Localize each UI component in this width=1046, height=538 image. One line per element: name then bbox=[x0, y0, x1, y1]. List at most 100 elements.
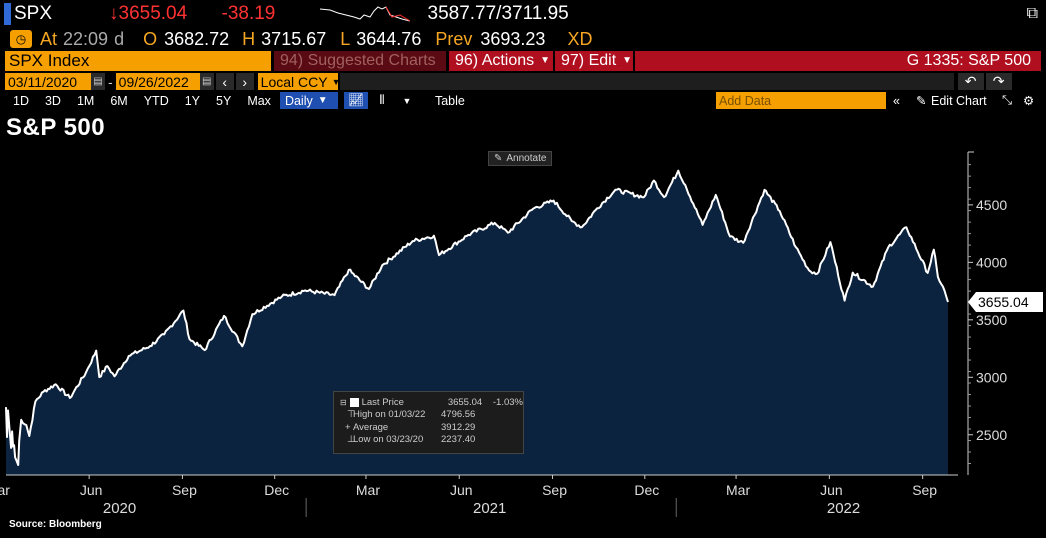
high-marker-icon: ⊤ bbox=[347, 409, 356, 421]
open-value: 3682.72 bbox=[164, 28, 230, 49]
legend-row-last: ⊟ Last Price 3655.04 -1.03% bbox=[340, 396, 523, 409]
caret-down-icon: ▼ bbox=[622, 55, 633, 66]
average-marker-icon: + bbox=[345, 421, 351, 433]
clock-icon: ◷ bbox=[10, 30, 32, 48]
last-value-tag bbox=[968, 292, 1043, 313]
y-tick-label: 4500 bbox=[976, 197, 1007, 213]
x-tick-label: Jun bbox=[820, 482, 843, 498]
start-date-field[interactable]: 03/11/2020 bbox=[5, 73, 91, 90]
ticker-symbol[interactable]: SPX bbox=[14, 3, 53, 24]
popout-icon[interactable]: ⧉ bbox=[1026, 5, 1038, 22]
actions-menu[interactable]: 96) Actions ▼ bbox=[449, 50, 553, 71]
y-tick-label: 2500 bbox=[976, 427, 1007, 443]
net-change: -38.19 bbox=[221, 3, 276, 24]
annotate-label: Annotate bbox=[506, 153, 547, 164]
last-value-label: 3655.04 bbox=[978, 294, 1029, 310]
edit-menu[interactable]: 97) Edit ▼ bbox=[555, 50, 633, 71]
period-1y[interactable]: 1Y bbox=[184, 93, 201, 108]
source-note: Source: Bloomberg bbox=[9, 519, 102, 530]
y-tick-label: 3000 bbox=[976, 369, 1007, 385]
annotate-button[interactable]: ✎ Annotate bbox=[488, 151, 553, 166]
day-range: 3587.77/3711.95 bbox=[427, 3, 569, 24]
low-value: 3644.76 bbox=[356, 28, 422, 49]
x-tick-label: Sep bbox=[542, 482, 567, 498]
legend-row-low: ⊥ Low on 03/23/20 2237.40 bbox=[340, 434, 523, 447]
chart-legend[interactable]: ⊟ Last Price 3655.04 -1.03% ⊤ High on 01… bbox=[333, 391, 524, 454]
quote-time: 22:09 bbox=[63, 28, 109, 49]
last-price: 3655.04 bbox=[118, 3, 188, 24]
period-max[interactable]: Max bbox=[247, 93, 271, 108]
x-year-label: 2020 bbox=[103, 500, 136, 517]
toolbar-filler bbox=[339, 73, 954, 90]
time-flag: d bbox=[114, 28, 125, 49]
legend-label: High on 01/03/22 bbox=[353, 409, 426, 421]
period-ytd[interactable]: YTD bbox=[143, 93, 169, 108]
edit-chart-button[interactable]: Edit Chart bbox=[931, 93, 987, 108]
x-tick-label: Dec bbox=[634, 482, 659, 498]
legend-label: Low on 03/23/20 bbox=[353, 434, 424, 446]
down-arrow-icon: ↓ bbox=[109, 3, 119, 24]
table-button[interactable]: Table bbox=[434, 93, 465, 108]
x-tick-label: Mar bbox=[0, 482, 10, 498]
legend-label: Average bbox=[353, 421, 389, 433]
collapse-icon[interactable]: « bbox=[893, 93, 900, 108]
pencil-icon: ✎ bbox=[494, 153, 503, 164]
suggested-charts-button[interactable]: 94) Suggested Charts bbox=[274, 50, 446, 71]
legend-row-average: + Average 3912.29 bbox=[340, 421, 523, 434]
currency-select[interactable]: Local CCY ▼ bbox=[257, 73, 341, 90]
chart-title: S&P 500 bbox=[6, 114, 106, 141]
frequency-value: Daily bbox=[284, 93, 313, 108]
x-tick-label: Sep bbox=[912, 482, 937, 498]
x-tick-label: Mar bbox=[726, 482, 750, 498]
x-tick-label: Jun bbox=[80, 482, 103, 498]
legend-label: Last Price bbox=[361, 396, 404, 408]
next-period-icon[interactable]: › bbox=[235, 73, 254, 90]
frequency-select[interactable]: Daily ▼ bbox=[279, 92, 338, 109]
function-code-bar: G 1335: S&P 500 bbox=[635, 50, 1041, 71]
x-tick-label: Mar bbox=[356, 482, 380, 498]
x-tick-label: Jun bbox=[450, 482, 473, 498]
line-chart-icon[interactable]: 📈︎ bbox=[343, 92, 368, 109]
calendar-icon[interactable]: ▤ bbox=[91, 73, 105, 90]
period-6m[interactable]: 6M bbox=[110, 93, 128, 108]
period-1m[interactable]: 1M bbox=[76, 93, 95, 108]
redo-icon[interactable]: ↷ bbox=[985, 73, 1012, 90]
prev-period-icon[interactable]: ‹ bbox=[215, 73, 234, 90]
gear-icon[interactable]: ⚙ bbox=[1023, 94, 1035, 108]
y-tick-label: 4000 bbox=[976, 254, 1007, 270]
high-label: H bbox=[242, 28, 256, 49]
at-label: At bbox=[40, 28, 58, 49]
period-1d[interactable]: 1D bbox=[13, 93, 29, 108]
resize-icon[interactable]: ⤡ bbox=[1002, 93, 1013, 107]
legend-value: 4796.56 bbox=[441, 409, 476, 421]
security-field[interactable]: SPX Index bbox=[5, 50, 271, 71]
period-5y[interactable]: 5Y bbox=[216, 93, 232, 108]
bar-chart-icon[interactable]: ⫴ bbox=[379, 93, 385, 107]
period-bar: 1D 3D 1M 6M YTD 1Y 5Y Max Daily ▼ 📈︎ ⫴ ▼… bbox=[0, 91, 1046, 110]
xd-flag: XD bbox=[567, 28, 593, 49]
date-separator: - bbox=[108, 73, 113, 90]
low-marker-icon: ⊥ bbox=[347, 434, 356, 446]
function-code: G 1335: S&P 500 bbox=[906, 51, 1031, 69]
end-date-field[interactable]: 09/26/2022 bbox=[115, 73, 200, 90]
legend-value: 3655.04 bbox=[447, 396, 483, 408]
quote-bar: ◷ At 22:09 d O 3682.72 H 3715.67 L 3644.… bbox=[0, 28, 1046, 50]
currency-value: Local CCY bbox=[260, 73, 328, 90]
period-3d[interactable]: 3D bbox=[44, 93, 61, 108]
legend-collapse-icon[interactable]: ⊟ bbox=[340, 397, 347, 407]
ticker-header: SPX ↓ 3655.04 -38.19 3587.77/3711.95 ⧉ bbox=[0, 0, 1046, 28]
chart-type-caret-icon[interactable]: ▼ bbox=[402, 95, 412, 106]
legend-value: 3912.29 bbox=[441, 421, 476, 433]
caret-down-icon: ▼ bbox=[331, 76, 341, 87]
pencil-icon[interactable]: ✎ bbox=[916, 94, 927, 108]
calendar-icon[interactable]: ▤ bbox=[199, 73, 214, 90]
prev-value: 3693.23 bbox=[480, 28, 546, 49]
undo-icon[interactable]: ↶ bbox=[957, 73, 984, 90]
x-tick-label: Sep bbox=[172, 482, 197, 498]
sparkline-icon bbox=[319, 6, 410, 22]
open-label: O bbox=[143, 28, 158, 49]
high-value: 3715.67 bbox=[261, 28, 327, 49]
date-range-bar: 03/11/2020 ▤ - 09/26/2022 ▤ ‹ › Local CC… bbox=[0, 72, 1046, 91]
add-data-input[interactable]: Add Data bbox=[716, 92, 886, 109]
y-tick-label: 3500 bbox=[976, 312, 1007, 328]
